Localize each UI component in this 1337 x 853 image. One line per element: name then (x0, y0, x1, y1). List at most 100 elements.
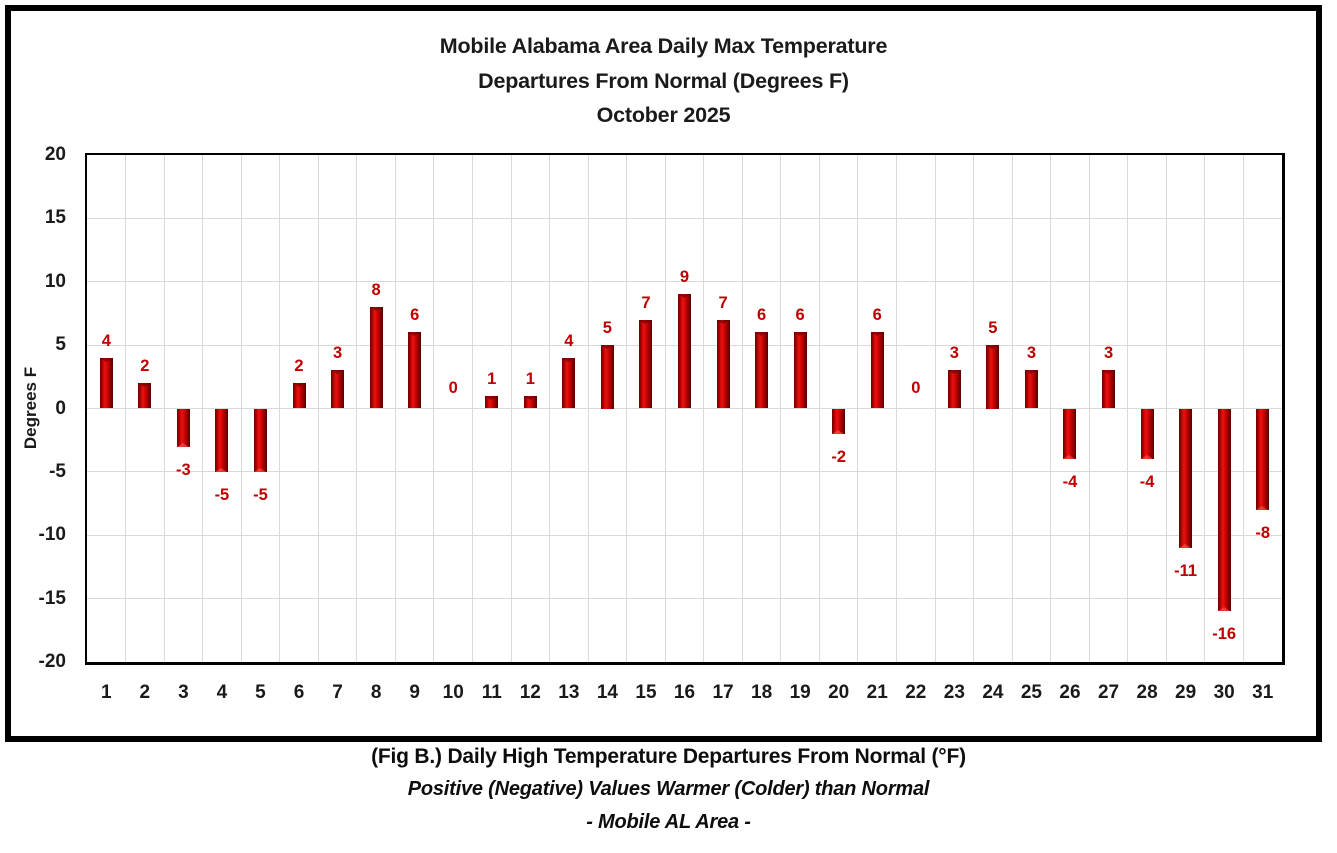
v-gridline (433, 155, 435, 662)
chart-title-line2: Departures From Normal (Degrees F) (478, 68, 849, 93)
bar-day-11 (485, 395, 499, 409)
bar-bottom-bevel (1179, 543, 1192, 548)
bar-value-label: -2 (831, 447, 847, 466)
v-gridline (510, 155, 512, 662)
bar-value-label: 6 (757, 306, 767, 325)
bar-top-bevel (562, 357, 575, 362)
bar-bottom-bevel (1217, 607, 1230, 612)
bar-day-20 (832, 408, 846, 434)
bar-day-13 (562, 357, 576, 409)
bar-day-18 (755, 332, 769, 409)
x-tick-label: 12 (519, 682, 541, 703)
v-gridline (741, 155, 743, 662)
bar-day-21 (870, 332, 884, 409)
bar-day-2 (138, 383, 152, 409)
bar-value-label: 3 (1026, 344, 1037, 363)
v-gridline (780, 155, 782, 662)
bar-value-label: 5 (602, 319, 612, 338)
y-tick-label: 5 (55, 334, 66, 356)
bar-bottom-bevel (253, 467, 266, 472)
bar-value-label: 8 (371, 281, 381, 300)
x-tick-label: 6 (293, 682, 305, 703)
bar-value-label: 6 (872, 306, 882, 325)
v-gridline (934, 155, 936, 662)
bar-value-label: -5 (253, 485, 268, 504)
bar-day-16 (678, 294, 691, 409)
bar-top-bevel (947, 370, 960, 375)
figure-caption-line1: (Fig B.) Daily High Temperature Departur… (371, 745, 966, 768)
figure-caption-line2: Positive (Negative) Values Warmer (Colde… (407, 778, 930, 800)
v-gridline (356, 155, 358, 662)
bar-bottom-bevel (176, 442, 189, 447)
x-tick-label: 17 (712, 682, 734, 703)
x-tick-label: 28 (1136, 682, 1158, 703)
bar-day-9 (408, 332, 422, 409)
bar-top-bevel (1024, 370, 1037, 375)
bar-value-label: 7 (641, 293, 651, 312)
y-tick-label: 15 (44, 207, 66, 229)
y-tick-label: 10 (44, 270, 66, 292)
bar-top-bevel (331, 370, 344, 375)
v-gridline (163, 155, 165, 662)
bar-day-24 (986, 345, 1000, 409)
x-tick-label: 22 (905, 682, 927, 703)
x-tick-label: 3 (178, 682, 189, 703)
chart-title-line1: Mobile Alabama Area Daily Max Temperatur… (439, 34, 888, 58)
bar-top-bevel (408, 332, 421, 337)
bar-value-label: 2 (294, 357, 304, 376)
x-tick-label: 7 (332, 682, 343, 703)
x-tick-label: 24 (982, 682, 1004, 703)
bar-value-label: 1 (487, 369, 497, 388)
x-tick-label: 8 (370, 682, 382, 703)
v-gridline (125, 155, 127, 662)
x-tick-label: 20 (828, 682, 850, 703)
bar-day-23 (947, 370, 961, 409)
x-tick-label: 21 (866, 682, 888, 703)
y-tick-label: 0 (55, 397, 66, 419)
bar-day-7 (331, 370, 345, 409)
v-gridline (896, 155, 898, 662)
bar-value-label: -16 (1212, 625, 1237, 644)
bar-bottom-bevel (215, 467, 228, 472)
bar-day-19 (793, 332, 807, 409)
v-gridline (1242, 155, 1244, 662)
x-tick-label: 30 (1213, 682, 1235, 703)
figure-caption-line3: - Mobile AL Area - (586, 811, 751, 833)
bar-top-bevel (639, 319, 652, 324)
bar-day-6 (292, 383, 306, 409)
bar-bottom-bevel (1256, 505, 1269, 510)
x-tick-label: 23 (943, 682, 965, 703)
x-tick-label: 13 (558, 682, 580, 703)
bar-top-bevel (99, 357, 112, 362)
v-gridline (240, 155, 242, 662)
bar-value-label: 4 (101, 331, 111, 350)
x-tick-label: 25 (1020, 682, 1042, 703)
bar-day-5 (253, 408, 267, 472)
bar-top-bevel (369, 307, 382, 312)
x-tick-label: 29 (1175, 682, 1197, 703)
x-tick-label: 18 (751, 682, 773, 703)
v-gridline (471, 155, 473, 662)
v-gridline (317, 155, 319, 662)
bar-value-label: -8 (1255, 523, 1271, 542)
bar-day-31 (1256, 408, 1270, 510)
bar-day-25 (1024, 370, 1038, 409)
v-gridline (857, 155, 859, 662)
v-gridline (202, 155, 204, 662)
bar-day-17 (716, 319, 730, 409)
x-tick-label: 15 (635, 682, 657, 703)
chart-title: Mobile Alabama Area Daily Max Temperatur… (5, 29, 1322, 133)
plot-inner: 4 2 -3 -5 -5 2 3 8 6 0 1 1 4 5 7 9 7 6 6 -2 6 0 3 5 3 -4 3 -4 -11 -16… (87, 155, 1282, 662)
bar-value-label: 5 (988, 319, 998, 338)
bar-day-1 (99, 357, 113, 409)
bar-top-bevel (1102, 370, 1115, 375)
bar-top-bevel (793, 332, 806, 337)
bar-value-label: -5 (214, 485, 230, 504)
y-tick-label: -5 (49, 460, 66, 482)
v-gridline (394, 155, 396, 662)
bar-value-label: 0 (448, 378, 458, 397)
x-tick-label: 5 (255, 682, 266, 703)
bar-day-26 (1063, 408, 1077, 460)
x-tick-label: 31 (1252, 682, 1274, 703)
h-gridline (87, 598, 1282, 600)
